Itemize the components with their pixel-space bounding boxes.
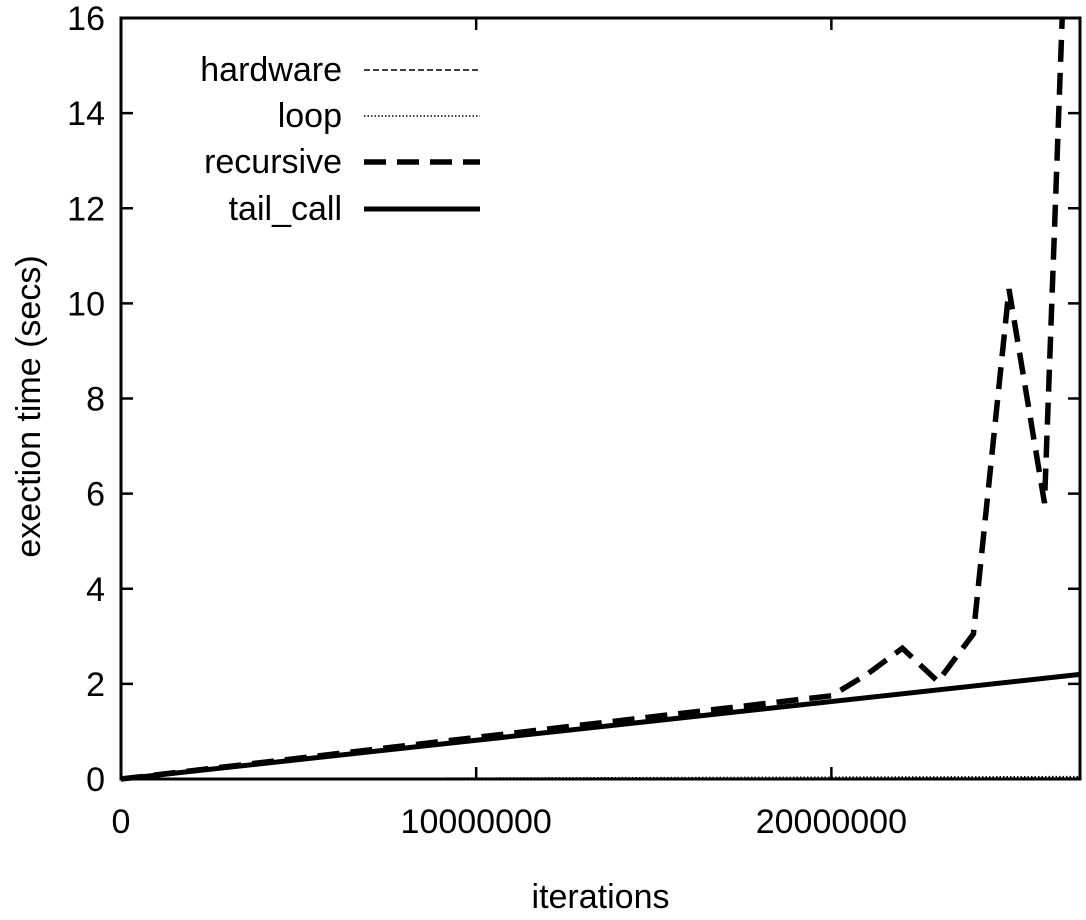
y-tick-label: 12 [67, 190, 105, 228]
y-tick-label: 16 [67, 0, 105, 38]
y-tick-label: 2 [86, 666, 105, 704]
y-tick-label: 14 [67, 95, 105, 133]
x-axis-title: iterations [532, 878, 670, 916]
series-line-tail-call [120, 671, 1081, 782]
y-tick-label: 8 [86, 381, 105, 419]
legend-label: hardware [200, 51, 342, 89]
legend-label: loop [278, 97, 342, 135]
x-tick-label: 10000000 [401, 803, 552, 841]
legend-item-recursive: recursive [204, 143, 480, 181]
legend-item-hardware: hardware [200, 51, 480, 89]
plot-lines [120, 17, 1081, 782]
x-tick-label: 0 [112, 803, 131, 841]
legend: hardware loop recursive tail_call [200, 51, 480, 228]
x-tick-label: 20000000 [756, 803, 907, 841]
legend-label: recursive [204, 143, 342, 181]
series-line-recursive [120, 17, 1065, 782]
legend-item-loop: loop [278, 97, 480, 135]
x-axis-ticks: 0 10000000 20000000 [112, 18, 907, 841]
plot-frame [119, 16, 1082, 781]
y-tick-label: 0 [86, 761, 105, 799]
legend-label: tail_call [229, 190, 342, 228]
y-axis-title: exection time (secs) [10, 255, 48, 557]
y-tick-label: 6 [86, 476, 105, 514]
legend-item-tail-call: tail_call [229, 190, 480, 228]
y-axis-ticks: 0 2 4 6 8 10 12 14 16 [67, 0, 1080, 799]
y-tick-label: 10 [67, 285, 105, 323]
y-tick-label: 4 [86, 571, 105, 609]
